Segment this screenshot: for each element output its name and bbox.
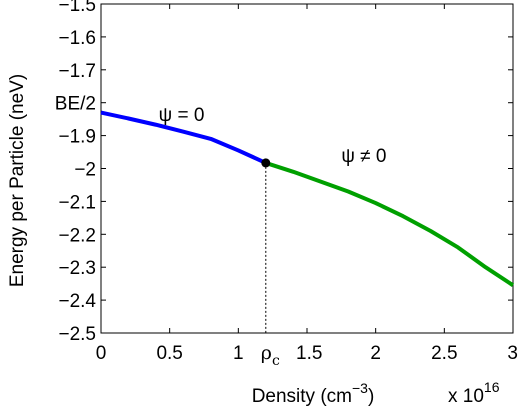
x-tick-label: 2 <box>370 343 381 364</box>
y-tick-label: −2 <box>74 160 96 181</box>
y-tick-label: −2.3 <box>58 258 96 279</box>
x-tick-label: 0 <box>96 343 107 364</box>
critical-density-label: ρc <box>261 342 280 369</box>
x-axis-multiplier: x 1016 <box>448 379 500 407</box>
x-axis-label-exponent: −3 <box>352 380 368 396</box>
y-tick-label: −2.2 <box>58 225 96 246</box>
critical-point-marker <box>261 158 271 168</box>
x-axis-label: Density (cm−3) <box>252 380 375 407</box>
series-lines <box>100 110 515 287</box>
y-tick-label: −2.4 <box>58 291 96 312</box>
x-axis-label-close: ) <box>368 386 374 407</box>
y-tick-label: −1.9 <box>58 127 96 148</box>
x-tick-label: 3 <box>507 343 518 364</box>
x-tick-label: 1.5 <box>296 343 322 364</box>
critical-density-subscript: c <box>272 353 280 369</box>
series-line-psi-zero <box>100 110 267 165</box>
plot-frame <box>100 3 514 334</box>
y-tick-label: −1.5 <box>58 0 96 16</box>
y-tick-label: −2.1 <box>58 192 96 213</box>
critical-point-marks: ρc <box>261 158 280 369</box>
axes <box>100 3 514 334</box>
x-tick-label: 1 <box>233 343 244 364</box>
y-axis-ticks: −1.5 −1.6 −1.7 −1.9 −2 −2.1 −2.2 −2.3 −2.4 −2.5 BE… <box>55 0 513 345</box>
y-axis-label: Energy per Particle (neV) <box>7 74 28 287</box>
y-tick-label: −1.7 <box>58 61 96 82</box>
series-annotation-psi-nonzero: ψ ≠ 0 <box>341 146 386 167</box>
x-tick-label: 2.5 <box>431 343 457 364</box>
x-axis-multiplier-exponent: 16 <box>484 379 500 395</box>
series-annotation-psi-zero: ψ = 0 <box>159 105 205 126</box>
y-tick-label: −2.5 <box>58 324 96 345</box>
y-tick-label: −1.6 <box>58 28 96 49</box>
series-line-psi-nonzero <box>265 161 515 287</box>
x-axis-ticks: 0 0.5 1 1.5 2 2.5 3 <box>96 4 518 364</box>
y-tick-label: BE/2 <box>55 94 96 115</box>
x-tick-label: 0.5 <box>156 343 182 364</box>
